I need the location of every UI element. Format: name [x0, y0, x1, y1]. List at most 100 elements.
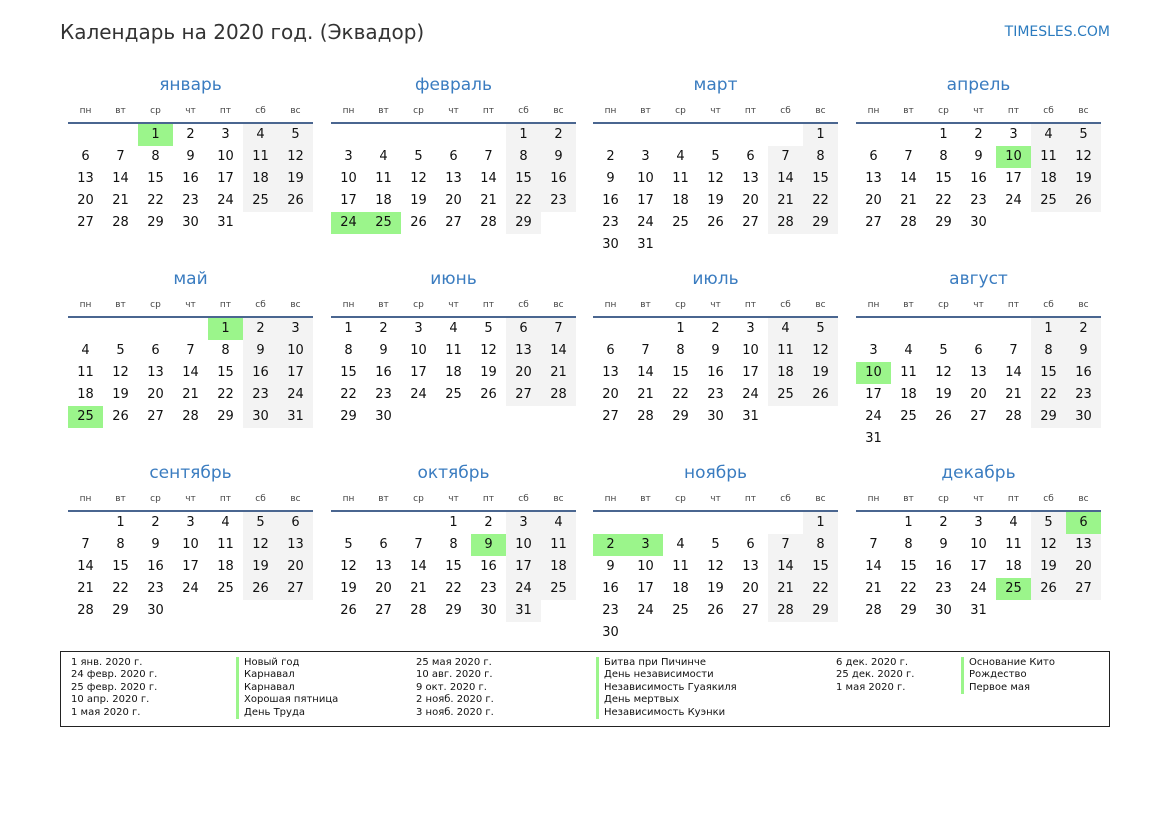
day-cell[interactable]: 18 — [375, 193, 392, 208]
day-cell[interactable]: 11 — [672, 559, 689, 574]
day-cell[interactable]: 17 — [865, 387, 882, 402]
day-cell[interactable]: 9 — [471, 534, 506, 556]
day-cell[interactable]: 29 — [672, 409, 689, 424]
day-cell[interactable]: 16 — [707, 365, 724, 380]
day-cell[interactable]: 3 — [1009, 127, 1018, 142]
day-cell[interactable]: 5 — [939, 343, 948, 358]
day-cell[interactable]: 8 — [344, 343, 353, 358]
day-cell[interactable]: 14 — [112, 171, 129, 186]
day-cell[interactable]: 27 — [602, 409, 619, 424]
day-cell[interactable]: 2 — [379, 321, 388, 336]
day-cell[interactable]: 15 — [803, 168, 838, 190]
day-cell[interactable]: 20 — [147, 387, 164, 402]
day-cell[interactable]: 30 — [970, 215, 987, 230]
day-cell[interactable]: 19 — [707, 581, 724, 596]
day-cell[interactable]: 10 — [182, 537, 199, 552]
day-cell[interactable]: 13 — [375, 559, 392, 574]
day-cell[interactable]: 9 — [711, 343, 720, 358]
day-cell[interactable]: 1 — [803, 124, 838, 146]
day-cell[interactable]: 28 — [480, 215, 497, 230]
day-cell[interactable]: 8 — [1031, 340, 1066, 362]
day-cell[interactable]: 9 — [1066, 340, 1101, 362]
day-cell[interactable]: 2 — [711, 321, 720, 336]
day-cell[interactable]: 27 — [77, 215, 94, 230]
day-cell[interactable]: 14 — [1005, 365, 1022, 380]
day-cell[interactable]: 18 — [1005, 559, 1022, 574]
day-cell[interactable]: 28 — [410, 603, 427, 618]
day-cell[interactable]: 16 — [243, 362, 278, 384]
day-cell[interactable]: 11 — [768, 340, 803, 362]
day-cell[interactable]: 10 — [506, 534, 541, 556]
day-cell[interactable]: 23 — [707, 387, 724, 402]
day-cell[interactable]: 23 — [375, 387, 392, 402]
day-cell[interactable]: 15 — [340, 365, 357, 380]
day-cell[interactable]: 11 — [77, 365, 94, 380]
day-cell[interactable]: 19 — [278, 168, 313, 190]
day-cell[interactable]: 26 — [803, 384, 838, 406]
day-cell[interactable]: 2 — [541, 124, 576, 146]
day-cell[interactable]: 3 — [869, 343, 878, 358]
day-cell[interactable]: 29 — [935, 215, 952, 230]
day-cell[interactable]: 24 — [1005, 193, 1022, 208]
day-cell[interactable]: 3 — [186, 515, 195, 530]
day-cell[interactable]: 2 — [186, 127, 195, 142]
day-cell[interactable]: 26 — [1066, 190, 1101, 212]
day-cell[interactable]: 31 — [637, 237, 654, 252]
day-cell[interactable]: 3 — [414, 321, 423, 336]
day-cell[interactable]: 4 — [221, 515, 230, 530]
day-cell[interactable]: 1 — [506, 124, 541, 146]
day-cell[interactable]: 11 — [672, 171, 689, 186]
day-cell[interactable]: 1 — [116, 515, 125, 530]
day-cell[interactable]: 22 — [506, 190, 541, 212]
day-cell[interactable]: 12 — [1066, 146, 1101, 168]
day-cell[interactable]: 4 — [676, 149, 685, 164]
day-cell[interactable]: 19 — [410, 193, 427, 208]
day-cell[interactable]: 7 — [1009, 343, 1018, 358]
day-cell[interactable]: 25 — [68, 406, 103, 428]
day-cell[interactable]: 19 — [1066, 168, 1101, 190]
day-cell[interactable]: 18 — [541, 556, 576, 578]
day-cell[interactable]: 28 — [182, 409, 199, 424]
day-cell[interactable]: 9 — [541, 146, 576, 168]
day-cell[interactable]: 27 — [445, 215, 462, 230]
day-cell[interactable]: 4 — [1009, 515, 1018, 530]
day-cell[interactable]: 29 — [1031, 406, 1066, 428]
day-cell[interactable]: 23 — [182, 193, 199, 208]
day-cell[interactable]: 3 — [221, 127, 230, 142]
day-cell[interactable]: 3 — [344, 149, 353, 164]
day-cell[interactable]: 2 — [151, 515, 160, 530]
day-cell[interactable]: 17 — [742, 365, 759, 380]
day-cell[interactable]: 9 — [243, 340, 278, 362]
day-cell[interactable]: 21 — [410, 581, 427, 596]
day-cell[interactable]: 13 — [865, 171, 882, 186]
day-cell[interactable]: 5 — [243, 512, 278, 534]
day-cell[interactable]: 12 — [112, 365, 129, 380]
day-cell[interactable]: 18 — [768, 362, 803, 384]
day-cell[interactable]: 20 — [602, 387, 619, 402]
day-cell[interactable]: 9 — [974, 149, 983, 164]
day-cell[interactable]: 30 — [480, 603, 497, 618]
day-cell[interactable]: 20 — [278, 556, 313, 578]
day-cell[interactable]: 16 — [480, 559, 497, 574]
day-cell[interactable]: 18 — [672, 581, 689, 596]
day-cell[interactable]: 28 — [768, 600, 803, 622]
day-cell[interactable]: 9 — [606, 171, 615, 186]
day-cell[interactable]: 11 — [541, 534, 576, 556]
day-cell[interactable]: 22 — [147, 193, 164, 208]
day-cell[interactable]: 25 — [541, 578, 576, 600]
day-cell[interactable]: 24 — [331, 212, 366, 234]
day-cell[interactable]: 26 — [340, 603, 357, 618]
day-cell[interactable]: 19 — [112, 387, 129, 402]
day-cell[interactable]: 11 — [900, 365, 917, 380]
day-cell[interactable]: 21 — [900, 193, 917, 208]
day-cell[interactable]: 23 — [480, 581, 497, 596]
day-cell[interactable]: 10 — [217, 149, 234, 164]
day-cell[interactable]: 21 — [637, 387, 654, 402]
day-cell[interactable]: 20 — [865, 193, 882, 208]
day-cell[interactable]: 20 — [375, 581, 392, 596]
day-cell[interactable]: 29 — [147, 215, 164, 230]
day-cell[interactable]: 14 — [77, 559, 94, 574]
day-cell[interactable]: 10 — [742, 343, 759, 358]
day-cell[interactable]: 28 — [541, 384, 576, 406]
day-cell[interactable]: 10 — [637, 171, 654, 186]
